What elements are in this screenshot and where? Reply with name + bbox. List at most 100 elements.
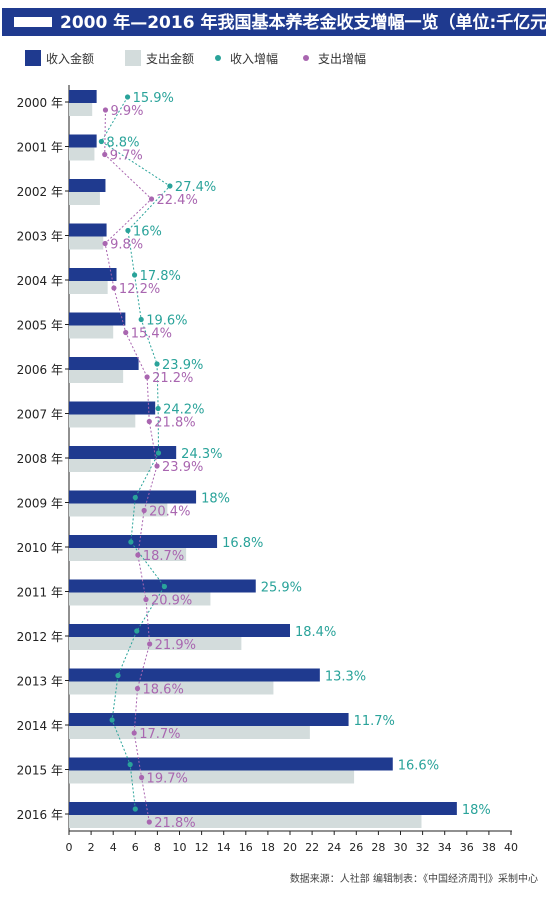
legend-label-income: 收入金额 <box>46 51 94 66</box>
point-income-growth <box>155 405 161 412</box>
bar-income <box>69 624 290 637</box>
y-tick-label: 2004 年 <box>17 274 63 288</box>
label-income-growth: 13.3% <box>325 670 366 685</box>
label-income-growth: 16% <box>133 225 162 240</box>
label-expense-growth: 21.2% <box>152 371 193 386</box>
x-tick-label: 40 <box>504 841 518 854</box>
label-expense-growth: 9.7% <box>110 149 143 164</box>
point-income-growth <box>134 628 140 634</box>
bar-expense <box>69 637 242 650</box>
point-income-growth <box>154 361 160 367</box>
point-expense-growth <box>148 196 155 202</box>
bar-income <box>69 134 97 148</box>
source-note: 数据来源：人社部 编辑制表：《中国经济周刊》采制中心 <box>290 872 538 885</box>
point-income-growth <box>125 227 131 234</box>
x-tick-label: 30 <box>394 841 408 854</box>
legend-label-expense-growth: 支出增幅 <box>318 51 366 66</box>
x-tick-label: 12 <box>195 841 209 854</box>
bar-expense <box>69 103 93 116</box>
legend: 收入金额 支出金额 收入增幅 支出增幅 <box>25 50 366 66</box>
x-tick-label: 22 <box>305 841 319 854</box>
point-expense-growth <box>154 463 160 469</box>
point-income-growth <box>127 761 133 768</box>
bar-expense <box>69 281 108 294</box>
y-tick-label: 2012 年 <box>17 630 63 644</box>
bar-income <box>69 713 349 726</box>
point-expense-growth <box>102 151 108 158</box>
bar-expense <box>69 192 100 205</box>
y-tick-label: 2008 年 <box>17 452 63 466</box>
point-expense-growth <box>143 596 149 603</box>
y-tick-label: 2011 年 <box>17 586 63 600</box>
bar-income <box>69 268 117 281</box>
y-tick-label: 2009 年 <box>17 497 63 511</box>
y-tick-label: 2010 年 <box>17 541 63 555</box>
bar-expense <box>69 147 95 161</box>
x-tick-label: 32 <box>416 841 430 854</box>
label-expense-growth: 15.4% <box>131 327 172 342</box>
point-income-growth <box>138 316 144 323</box>
point-expense-growth <box>123 329 129 336</box>
label-expense-growth: 23.9% <box>162 460 203 475</box>
bar-income <box>69 223 107 237</box>
y-tick-label: 2007 年 <box>17 408 63 422</box>
label-expense-growth: 18.7% <box>143 549 184 564</box>
bar-expense <box>69 503 168 517</box>
label-income-growth: 18% <box>462 803 491 818</box>
x-tick-label: 0 <box>66 841 73 854</box>
point-expense-growth <box>135 552 141 558</box>
label-income-growth: 17.8% <box>140 269 181 284</box>
chart-title: 2000 年—2016 年我国基本养老金收支增幅一览（单位:千亿元） <box>60 12 548 33</box>
label-income-growth: 8.8% <box>106 136 139 151</box>
label-income-growth: 16.6% <box>398 759 439 774</box>
legend-marker-expense-growth <box>303 55 309 61</box>
x-tick-label: 16 <box>239 841 253 854</box>
point-expense-growth <box>131 730 137 736</box>
y-tick-label: 2003 年 <box>17 230 63 244</box>
point-income-growth <box>98 138 105 145</box>
y-tick-label: 2006 年 <box>17 363 63 377</box>
bar-income <box>69 802 457 815</box>
label-income-growth: 25.9% <box>261 581 302 596</box>
y-tick-label: 2013 年 <box>17 675 63 689</box>
y-tick-label: 2014 年 <box>17 719 63 733</box>
label-income-growth: 24.3% <box>181 447 222 462</box>
point-expense-growth <box>102 240 108 247</box>
label-income-growth: 27.4% <box>175 180 216 195</box>
point-income-growth <box>128 539 134 545</box>
point-income-growth <box>161 583 167 590</box>
x-tick-label: 36 <box>460 841 474 854</box>
x-tick-label: 26 <box>349 841 363 854</box>
label-income-growth: 15.9% <box>133 91 174 106</box>
bar-income <box>69 312 126 326</box>
point-expense-growth <box>144 374 150 380</box>
x-tick-label: 20 <box>283 841 297 854</box>
point-income-growth <box>124 94 131 100</box>
bar-income <box>69 401 156 415</box>
bar-expense <box>69 548 187 561</box>
x-tick-label: 28 <box>371 841 385 854</box>
label-income-growth: 18.4% <box>295 625 336 640</box>
label-expense-growth: 20.4% <box>149 505 190 520</box>
label-income-growth: 23.9% <box>162 358 203 373</box>
bar-expense <box>69 414 136 428</box>
label-income-growth: 18% <box>201 492 230 507</box>
point-income-growth <box>167 183 173 189</box>
bar-income <box>69 357 139 370</box>
point-expense-growth <box>111 285 117 291</box>
point-income-growth <box>109 717 115 723</box>
point-income-growth <box>132 806 138 812</box>
bar-expense <box>69 681 274 695</box>
point-income-growth <box>115 672 121 679</box>
point-expense-growth <box>141 507 147 514</box>
label-expense-growth: 20.9% <box>151 594 192 609</box>
bar-expense <box>69 815 422 828</box>
point-expense-growth <box>146 819 152 825</box>
x-tick-label: 18 <box>261 841 275 854</box>
legend-label-expense: 支出金额 <box>146 51 194 66</box>
point-income-growth <box>155 450 162 456</box>
label-expense-growth: 21.8% <box>154 416 195 431</box>
y-tick-label: 2002 年 <box>17 185 63 199</box>
bar-income <box>69 668 320 682</box>
y-tick-label: 2016 年 <box>17 808 63 822</box>
